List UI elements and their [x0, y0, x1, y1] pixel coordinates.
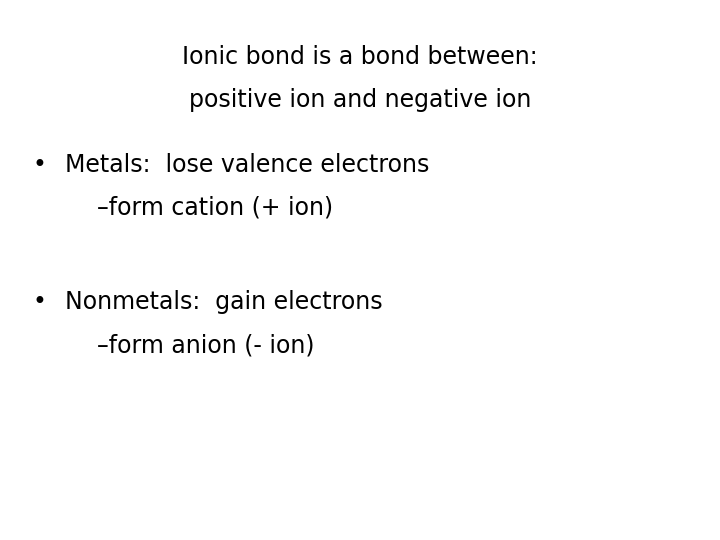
Text: positive ion and negative ion: positive ion and negative ion [189, 88, 531, 112]
Text: •: • [32, 291, 46, 314]
Text: Nonmetals:  gain electrons: Nonmetals: gain electrons [65, 291, 382, 314]
Text: •: • [32, 153, 46, 177]
Text: Ionic bond is a bond between:: Ionic bond is a bond between: [182, 45, 538, 69]
Text: –form cation (+ ion): –form cation (+ ion) [97, 196, 333, 220]
Text: –form anion (- ion): –form anion (- ion) [97, 334, 315, 357]
Text: Metals:  lose valence electrons: Metals: lose valence electrons [65, 153, 429, 177]
